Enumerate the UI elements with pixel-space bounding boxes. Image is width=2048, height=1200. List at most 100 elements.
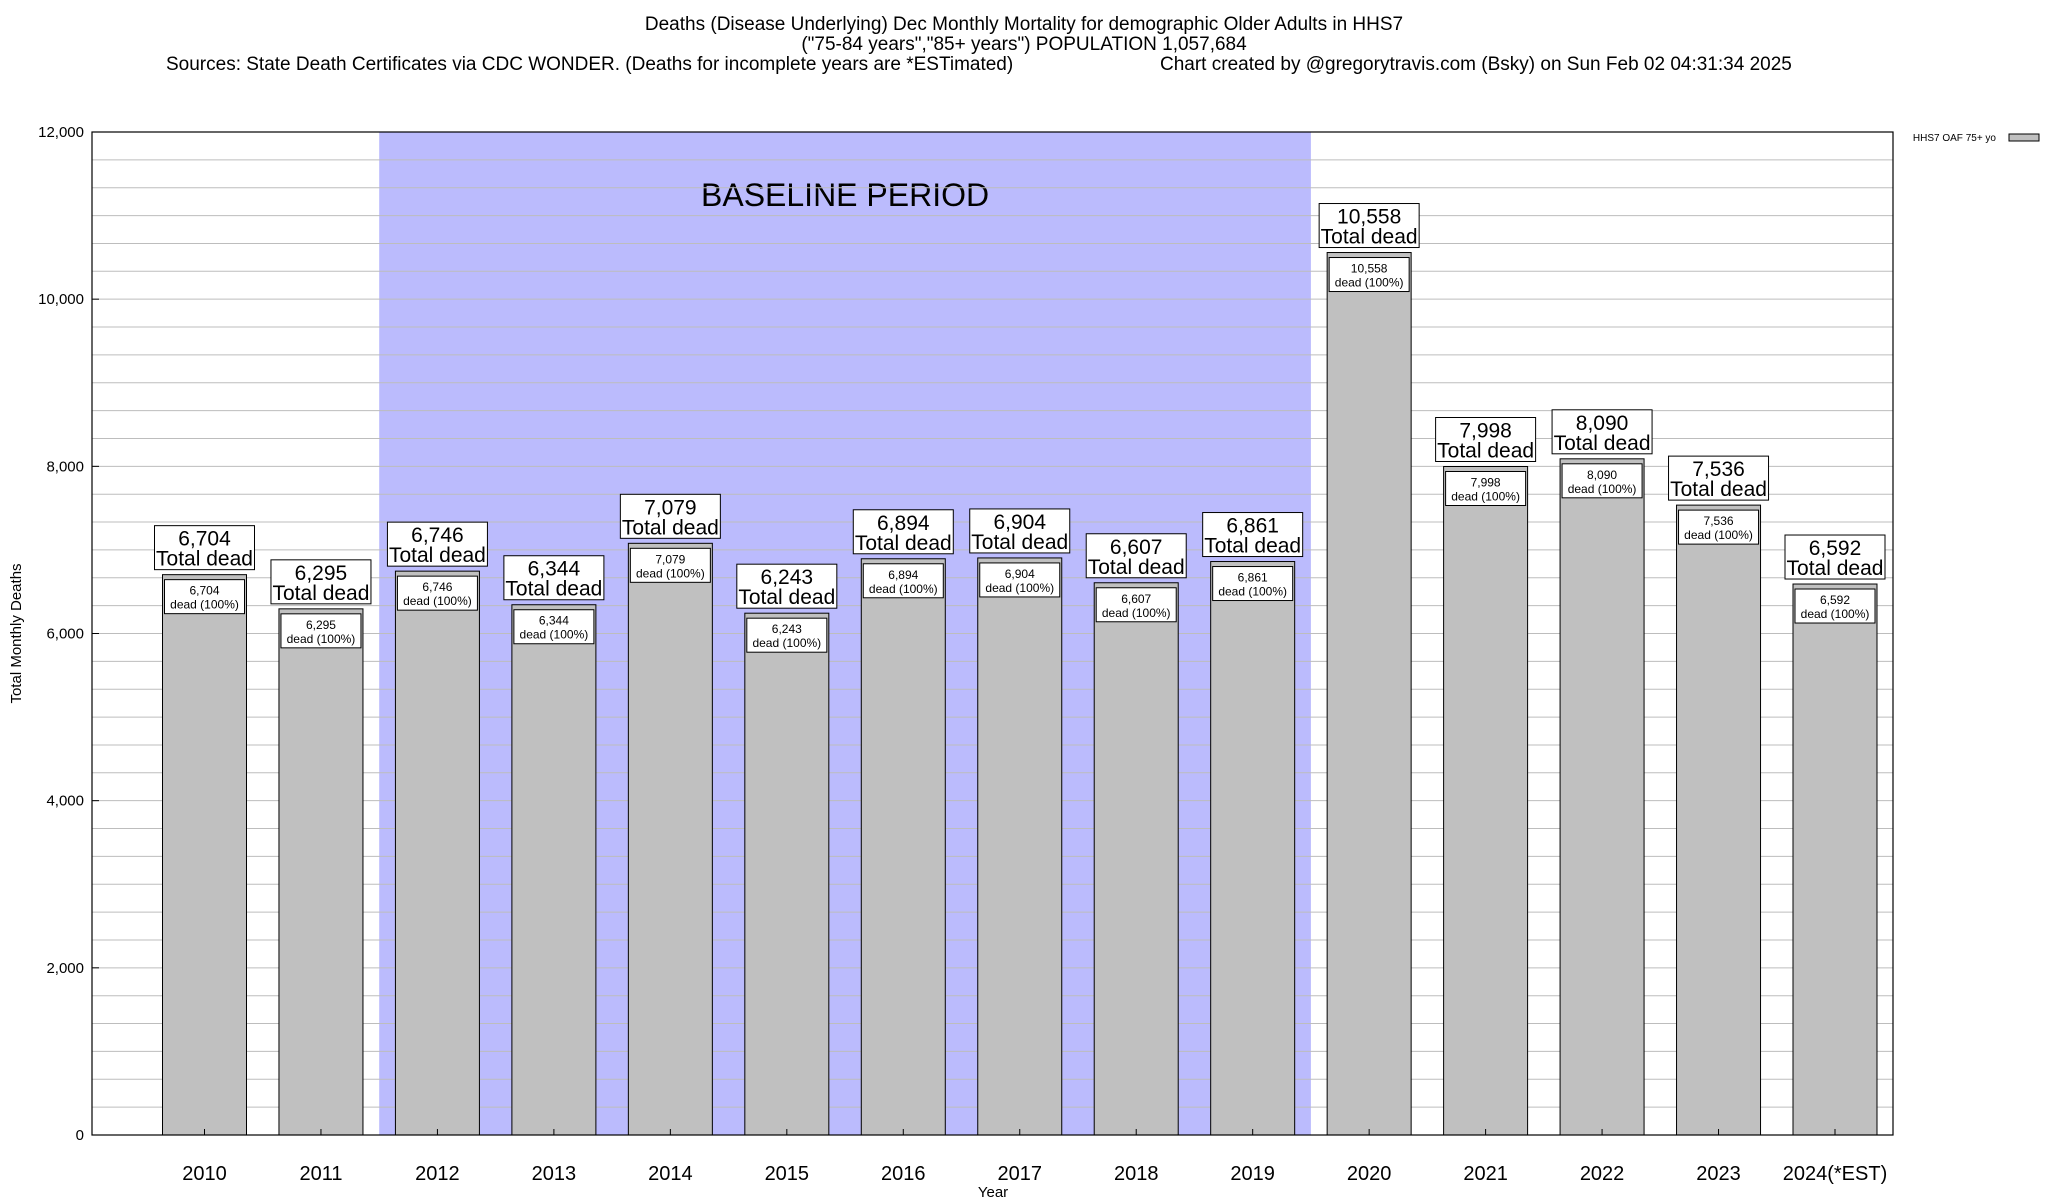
x-tick-label: 2014 [648, 1163, 693, 1185]
total-label-box [1318, 203, 1420, 249]
inner-value-label: 6,607 [1121, 592, 1151, 606]
bar-2015 [744, 612, 830, 1136]
y-axis-title: Total Monthly Deaths [8, 563, 25, 703]
inner-percent-label: dead (100%) [636, 566, 705, 580]
x-tick-label: 2015 [765, 1163, 810, 1185]
total-value-label: 6,592 [1809, 537, 1862, 560]
bar-2020 [1326, 252, 1412, 1136]
bar-2010 [162, 574, 247, 1136]
inner-value-label: 7,998 [1471, 476, 1501, 490]
legend-label: HHS7 OAF 75+ yo [1913, 133, 1997, 144]
inner-percent-label: dead (100%) [1102, 606, 1171, 620]
total-text-label: Total dead [738, 586, 835, 609]
y-tick-label: 2,000 [46, 960, 84, 977]
total-value-label: 6,607 [1110, 536, 1163, 559]
inner-value-label: 6,344 [539, 614, 569, 628]
inner-percent-label: dead (100%) [1568, 482, 1637, 496]
total-value-label: 6,704 [178, 528, 231, 551]
inner-label-box [1678, 509, 1760, 545]
total-text-label: Total dead [505, 578, 602, 601]
total-label-box [619, 493, 721, 539]
inner-value-label: 7,079 [655, 552, 685, 566]
total-label-box [1551, 409, 1653, 455]
total-label-box [1085, 533, 1187, 579]
bar-2018 [1093, 582, 1179, 1136]
total-text-label: Total dead [1670, 478, 1767, 501]
inner-value-label: 6,861 [1238, 571, 1268, 585]
total-value-label: 8,090 [1576, 412, 1629, 435]
total-label-box [1784, 534, 1886, 580]
total-label-box [969, 508, 1071, 554]
legend-swatch [2008, 133, 2040, 142]
total-label-box [386, 521, 488, 567]
inner-label-box [280, 613, 362, 649]
y-tick-label: 12,000 [38, 124, 84, 141]
x-tick-label: 2013 [532, 1163, 577, 1185]
total-value-label: 6,295 [295, 562, 348, 585]
total-label-box [852, 509, 954, 555]
inner-label-box [1445, 471, 1527, 507]
bar-2022 [1559, 458, 1645, 1136]
total-value-label: 6,861 [1226, 515, 1279, 538]
total-label-box [1435, 417, 1537, 463]
inner-percent-label: dead (100%) [403, 594, 472, 608]
inner-label-box [629, 547, 711, 583]
inner-value-label: 6,592 [1820, 593, 1850, 607]
inner-percent-label: dead (100%) [1684, 528, 1753, 542]
bar-2024(*EST) [1792, 583, 1878, 1136]
chart-title-line-1: Deaths (Disease Underlying) Dec Monthly … [644, 14, 1404, 35]
total-value-label: 7,536 [1692, 458, 1745, 481]
total-label-box [154, 525, 255, 571]
baseline-period-label: BASELINE PERIOD [701, 177, 989, 213]
inner-label-box [746, 617, 828, 653]
x-tick-label: 2012 [415, 1163, 460, 1185]
bar-2012 [394, 570, 480, 1136]
total-text-label: Total dead [1321, 226, 1418, 249]
inner-value-label: 7,536 [1704, 514, 1734, 528]
total-text-label: Total dead [971, 531, 1068, 554]
total-text-label: Total dead [1787, 557, 1884, 580]
inner-percent-label: dead (100%) [1335, 276, 1404, 290]
inner-label-box [979, 562, 1061, 598]
total-text-label: Total dead [1437, 440, 1534, 463]
total-value-label: 7,998 [1459, 420, 1512, 443]
total-text-label: Total dead [1554, 432, 1651, 455]
inner-percent-label: dead (100%) [1801, 607, 1870, 621]
inner-value-label: 10,558 [1351, 262, 1388, 276]
y-tick-label: 8,000 [46, 458, 84, 475]
inner-value-label: 6,894 [888, 568, 918, 582]
x-tick-label: 2022 [1580, 1163, 1625, 1185]
bar-2013 [511, 604, 597, 1136]
inner-percent-label: dead (100%) [985, 581, 1054, 595]
total-text-label: Total dead [622, 516, 719, 539]
x-tick-label: 2010 [182, 1163, 227, 1185]
total-value-label: 6,894 [877, 512, 930, 535]
total-value-label: 6,746 [411, 524, 464, 547]
x-tick-label: 2021 [1463, 1163, 1508, 1185]
total-label-box [736, 563, 838, 609]
total-label-box [270, 559, 372, 605]
total-value-label: 6,904 [993, 511, 1046, 534]
inner-value-label: 6,295 [306, 618, 336, 632]
inner-label-box [862, 563, 944, 599]
x-axis-title: Year [978, 1184, 1008, 1200]
total-text-label: Total dead [855, 532, 952, 555]
inner-value-label: 8,090 [1587, 468, 1617, 482]
bar-2017 [977, 557, 1063, 1136]
total-value-label: 6,344 [528, 558, 581, 581]
x-tick-label: 2016 [881, 1163, 926, 1185]
inner-percent-label: dead (100%) [752, 636, 821, 650]
inner-label-box [396, 575, 478, 611]
x-tick-label: 2019 [1230, 1163, 1275, 1185]
inner-label-box [164, 579, 245, 615]
bar-2016 [860, 558, 946, 1136]
inner-label-box [1095, 587, 1177, 623]
inner-percent-label: dead (100%) [170, 598, 239, 612]
total-text-label: Total dead [1088, 556, 1185, 579]
total-value-label: 6,243 [761, 566, 814, 589]
inner-value-label: 6,904 [1005, 567, 1035, 581]
inner-percent-label: dead (100%) [287, 632, 356, 646]
inner-value-label: 6,243 [772, 622, 802, 636]
total-text-label: Total dead [389, 544, 486, 567]
